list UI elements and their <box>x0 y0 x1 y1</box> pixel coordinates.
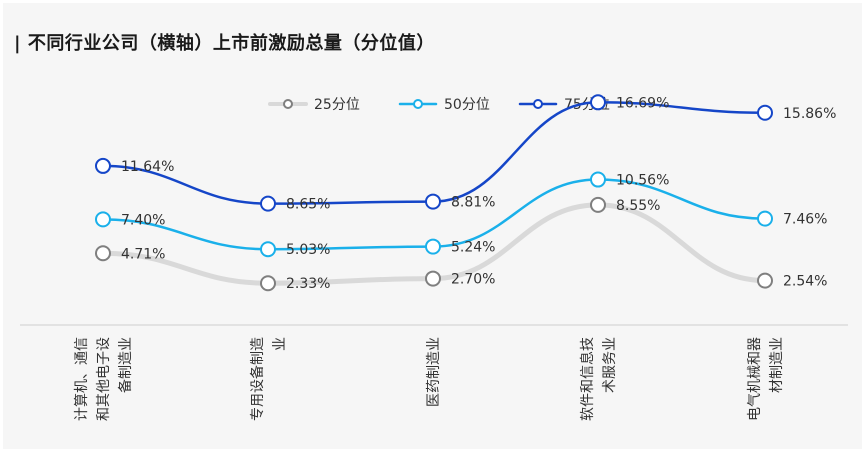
data-point-marker <box>425 193 441 210</box>
data-label: 4.71% <box>121 246 165 262</box>
legend: 25分位 50分位 75分位 <box>268 97 610 113</box>
category-label: 电气机械和器 材制造业 <box>747 337 785 421</box>
data-label: 10.56% <box>616 173 669 189</box>
data-label: 15.86% <box>783 106 836 122</box>
category-label: 计算机、通信 和其他电子设 备制造业 <box>74 337 134 421</box>
data-label: 11.64% <box>121 159 174 175</box>
data-labels: 4.71% 2.33% 2.70% 8.55% 2.54% 7.40% 5.03% 5.24%… <box>121 95 836 292</box>
legend-marker <box>413 99 423 109</box>
category-label: 医药制造业 <box>426 337 442 407</box>
category-label-line: 医药制造业 <box>426 337 442 407</box>
category-label-line: 业 <box>272 337 288 351</box>
data-label: 8.65% <box>286 197 330 213</box>
series-line-1 <box>100 202 768 286</box>
category-label: 软件和信息技 术服务业 <box>579 337 618 421</box>
data-label: 2.54% <box>783 274 827 290</box>
chart-frame <box>3 3 862 449</box>
series-lines <box>100 101 768 286</box>
data-label: 2.33% <box>286 276 330 292</box>
data-point-marker <box>757 210 773 227</box>
data-label: 2.70% <box>451 272 495 288</box>
data-point-marker <box>260 195 276 212</box>
data-point-marker <box>260 275 276 292</box>
data-point-marker <box>590 196 606 213</box>
data-point-marker <box>590 171 606 188</box>
data-point-marker <box>425 238 441 255</box>
chart-title: | 不同行业公司（横轴）上市前激励总量（分位值） <box>14 33 435 54</box>
series-markers <box>95 94 773 292</box>
data-label: 8.81% <box>451 195 495 211</box>
category-label-line: 术服务业 <box>602 337 618 393</box>
legend-marker <box>533 99 543 109</box>
category-label-line: 专用设备制造 <box>249 337 266 421</box>
data-point-marker <box>425 270 441 287</box>
category-label-line: 软件和信息技 <box>579 337 596 421</box>
category-label-line: 计算机、通信 <box>74 337 90 421</box>
data-point-marker <box>260 241 276 258</box>
category-label: 专用设备制造业 <box>249 337 288 421</box>
data-label: 5.03% <box>286 242 330 258</box>
category-label-line: 和其他电子设 <box>96 337 112 421</box>
data-point-marker <box>757 272 773 289</box>
data-point-marker <box>95 245 111 262</box>
data-point-marker <box>590 94 606 111</box>
data-point-marker <box>95 211 111 228</box>
data-point-marker <box>95 157 111 174</box>
legend-label: 25分位 <box>314 97 360 113</box>
data-point-marker <box>757 104 773 121</box>
legend-label: 50分位 <box>444 97 490 113</box>
data-label: 7.40% <box>121 212 165 228</box>
category-label-line: 备制造业 <box>117 337 134 393</box>
data-label: 16.69% <box>616 95 669 111</box>
legend-marker <box>283 99 293 109</box>
category-label-line: 材制造业 <box>769 337 785 393</box>
category-labels: 计算机、通信 和其他电子设 备制造业 专用设备制造业 医药制造业 软件和信息技 术服务业 电气… <box>74 337 785 421</box>
category-label-line: 电气机械和器 <box>747 337 763 421</box>
data-label: 7.46% <box>783 212 827 228</box>
data-label: 8.55% <box>616 198 660 214</box>
data-label: 5.24% <box>451 240 495 256</box>
